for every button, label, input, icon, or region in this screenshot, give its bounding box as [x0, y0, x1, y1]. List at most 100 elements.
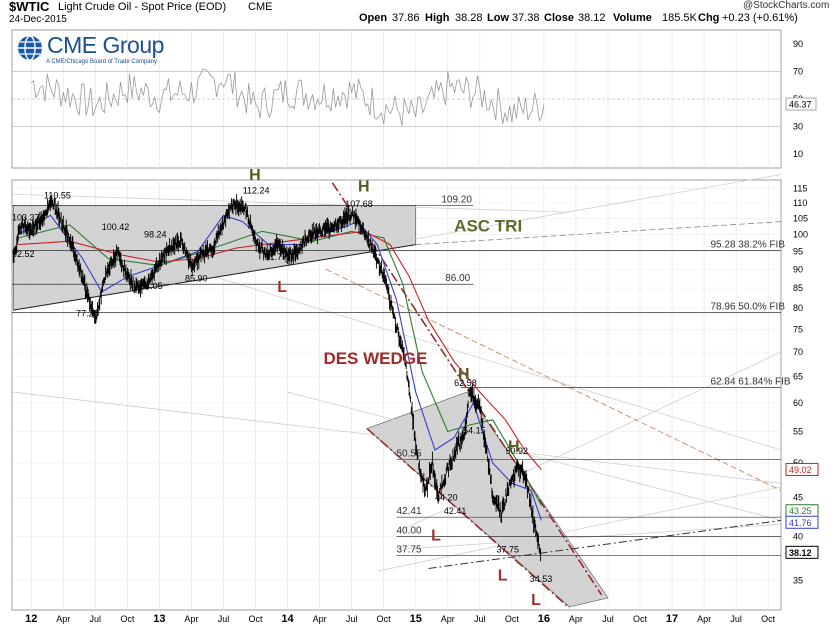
close-value: 38.12 [578, 12, 606, 24]
support-extension [415, 221, 782, 245]
price-y-tick: 55 [793, 427, 803, 437]
price-label: 100.42 [102, 222, 130, 232]
exchange: CME [248, 1, 273, 13]
high-value: 38.28 [455, 12, 483, 24]
level-label: 109.20 [441, 195, 472, 206]
price-y-tick: 45 [793, 493, 803, 503]
logo-tagline: A CME/Chicago Board of Trade Company [46, 59, 158, 65]
price-label: 44.20 [435, 493, 458, 503]
price-y-tick: 115 [793, 183, 807, 193]
price-label: 34.53 [530, 574, 553, 584]
price-label: 107.68 [345, 199, 373, 209]
chart-date: 24-Dec-2015 [9, 14, 67, 25]
trend-line [287, 391, 782, 521]
axis-value-text: 41.76 [789, 518, 812, 528]
pattern-annotation: H [458, 366, 470, 383]
axis-value-badge [785, 515, 819, 529]
level-label: 86.00 [445, 273, 470, 284]
axis-value-badge [785, 462, 819, 476]
price-label: 91.77 [264, 252, 287, 262]
price-y-tick: 60 [793, 398, 803, 408]
orange-trend-line [325, 268, 782, 491]
price-y-tick: 35 [793, 575, 803, 585]
x-tick-label: 16 [538, 613, 550, 625]
x-tick-label: Oct [761, 614, 776, 624]
x-tick-label: Oct [249, 614, 264, 624]
open-label: Open [359, 12, 388, 24]
indicator-y-tick: 30 [793, 122, 803, 132]
change-value: +0.23 (+0.61%) [722, 12, 798, 24]
trend-line [13, 193, 570, 213]
descending-wedge-zone [366, 391, 609, 608]
x-tick-label: Jul [218, 614, 230, 624]
price-y-tick: 95 [793, 246, 803, 256]
x-tick-label: Apr [441, 614, 455, 624]
price-label: 110.55 [44, 190, 71, 200]
low-value: 37.38 [512, 12, 540, 24]
price-label: 37.75 [496, 545, 519, 555]
price-label: 50.92 [505, 446, 528, 456]
axis-value-text: 38.12 [789, 548, 812, 558]
level-label: 40.00 [397, 525, 422, 536]
trend-line [13, 391, 782, 484]
pattern-annotation: DES WEDGE [323, 349, 427, 368]
price-y-tick: 50 [793, 458, 803, 468]
triangle-support-line [13, 244, 416, 311]
x-tick-label: Jul [90, 614, 102, 624]
price-label: 42.41 [444, 506, 467, 516]
indicator-value-badge [785, 97, 817, 111]
logo-wordmark: CME Group [47, 32, 164, 58]
pattern-annotation: H [508, 438, 520, 455]
level-label: 50.55 [397, 448, 422, 459]
axis-value-badge [785, 545, 819, 559]
x-tick-label: Oct [120, 614, 135, 624]
close-label: Close [544, 12, 574, 24]
high-label: High [425, 12, 450, 24]
globe-icon [18, 35, 42, 61]
price-y-tick: 70 [793, 347, 803, 357]
cme-group-logo: CME Group A CME/Chicago Board of Trade C… [16, 32, 186, 70]
price-label: 62.58 [454, 378, 477, 388]
price-y-tick: 105 [793, 213, 808, 223]
price-y-tick: 90 [793, 264, 803, 274]
black-dashdot-line [428, 519, 782, 569]
pattern-annotation: H [358, 178, 370, 195]
indicator-y-tick: 90 [793, 39, 803, 49]
price-y-tick: 40 [793, 531, 803, 541]
price-label: 84.05 [140, 281, 163, 291]
price-y-tick: 75 [793, 324, 803, 334]
price-y-tick: 85 [793, 283, 803, 293]
level-label: 37.75 [397, 545, 422, 556]
x-tick-label: Jul [474, 614, 486, 624]
x-tick-label: Jul [346, 614, 358, 624]
volume-value: 185.5K [662, 12, 697, 24]
x-tick-label: Apr [184, 614, 198, 624]
trend-line [377, 486, 782, 572]
x-tick-label: Apr [697, 614, 711, 624]
trend-line [396, 351, 782, 533]
price-label: 103.37 [12, 213, 40, 223]
indicator-line [30, 68, 545, 126]
x-tick-label: 12 [25, 613, 37, 625]
level-label: 95.28 38.2% FIB [711, 239, 786, 250]
price-label: 98.24 [144, 229, 167, 239]
price-y-tick: 80 [793, 303, 803, 313]
x-tick-label: Apr [569, 614, 583, 624]
pattern-annotation: L [431, 528, 441, 545]
price-label: 85.90 [185, 274, 208, 284]
price-label: 54.15 [463, 426, 486, 436]
x-tick-label: Apr [56, 614, 70, 624]
pattern-annotation: L [531, 592, 541, 609]
indicator-y-tick: 10 [793, 149, 803, 159]
axis-value-text: 49.02 [789, 465, 812, 475]
wedge-support-line [366, 427, 571, 609]
instrument-name: Light Crude Oil - Spot Price (EOD) [58, 1, 227, 13]
symbol: $WTIC [9, 0, 50, 14]
level-label: 62.84 61.84% FIB [711, 377, 791, 388]
price-label: 92.52 [12, 249, 35, 259]
x-tick-label: Oct [377, 614, 392, 624]
price-label: 112.24 [243, 185, 270, 195]
price-y-tick: 110 [793, 198, 807, 208]
open-value: 37.86 [392, 12, 420, 24]
indicator-y-tick: 70 [793, 66, 803, 76]
